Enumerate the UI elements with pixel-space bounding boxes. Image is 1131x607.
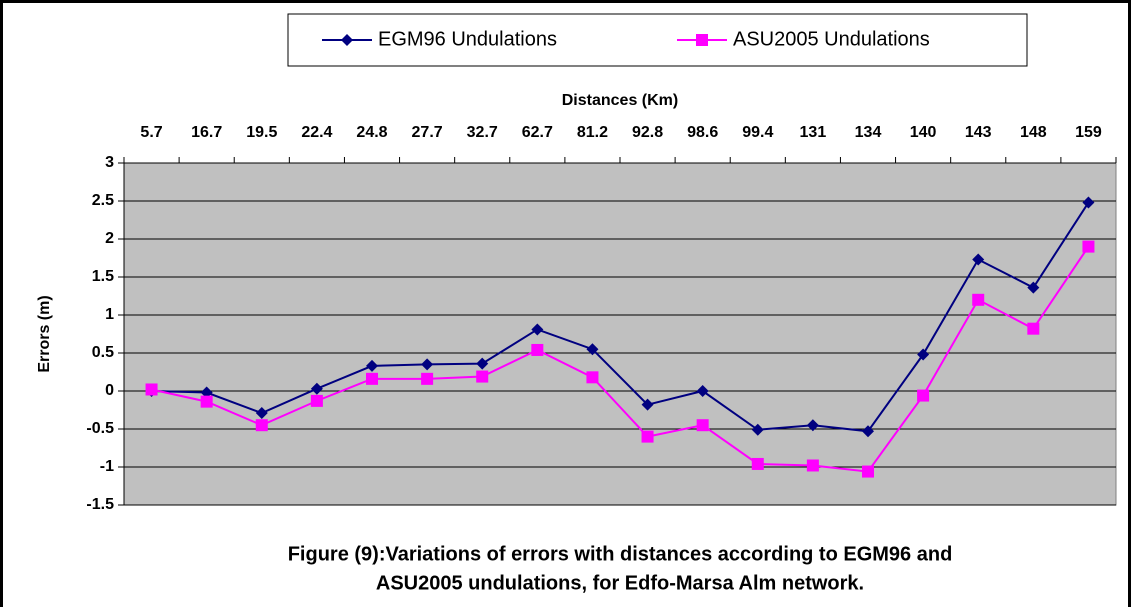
data-point xyxy=(366,359,378,372)
x-tick-label: 16.7 xyxy=(191,124,222,141)
data-point xyxy=(255,419,268,432)
data-point xyxy=(1027,322,1040,335)
data-point xyxy=(696,419,709,432)
data-point xyxy=(476,370,489,383)
x-tick-label: 32.7 xyxy=(467,124,498,141)
legend-box xyxy=(287,13,1028,67)
x-tick-label: 81.2 xyxy=(577,124,608,141)
data-point xyxy=(751,457,764,470)
y-tick-label: 1.5 xyxy=(92,268,114,285)
x-tick-label: 134 xyxy=(855,124,882,141)
data-point xyxy=(421,372,434,385)
data-point xyxy=(531,323,544,336)
data-point xyxy=(586,343,599,356)
data-point xyxy=(531,343,544,356)
y-axis-title: Errors (m) xyxy=(36,295,53,372)
data-point xyxy=(641,398,654,411)
data-point xyxy=(641,430,654,443)
data-point xyxy=(751,423,764,436)
data-point xyxy=(145,383,158,396)
x-tick-label: 22.4 xyxy=(301,124,332,141)
data-point xyxy=(972,253,985,266)
x-tick-label: 159 xyxy=(1075,124,1102,141)
x-tick-label: 99.4 xyxy=(742,124,773,141)
data-point xyxy=(972,293,985,306)
series-line xyxy=(151,246,1090,473)
legend-marker xyxy=(696,34,708,46)
data-point xyxy=(1082,196,1095,209)
x-tick-label: 148 xyxy=(1020,124,1047,141)
data-point xyxy=(310,382,323,395)
legend-marker xyxy=(341,34,353,46)
data-point xyxy=(1027,281,1040,294)
data-point xyxy=(255,407,268,420)
x-tick-label: 140 xyxy=(910,124,937,141)
data-point xyxy=(366,372,378,385)
data-point xyxy=(310,394,323,407)
data-point xyxy=(917,389,930,402)
data-point xyxy=(1082,240,1095,253)
caption-line: ASU2005 undulations, for Edfo-Marsa Alm … xyxy=(376,572,864,594)
data-point xyxy=(917,348,930,361)
data-point xyxy=(586,371,599,384)
y-tick-label: 2.5 xyxy=(92,192,114,209)
data-point xyxy=(862,465,874,478)
legend-label: ASU2005 Undulations xyxy=(733,28,930,50)
x-tick-label: 27.7 xyxy=(412,124,443,141)
x-tick-label: 24.8 xyxy=(356,124,387,141)
caption-line: Figure (9):Variations of errors with dis… xyxy=(288,543,953,565)
data-point xyxy=(476,357,489,370)
data-point xyxy=(200,395,213,408)
legend-label: EGM96 Undulations xyxy=(378,28,557,50)
x-tick-label: 62.7 xyxy=(522,124,553,141)
x-tick-label: 143 xyxy=(965,124,992,141)
series-line xyxy=(151,201,1090,433)
y-tick-label: 1 xyxy=(105,306,114,323)
data-point xyxy=(806,419,819,432)
x-tick-label: 5.7 xyxy=(140,124,162,141)
data-point xyxy=(862,425,874,438)
y-tick-label: 2 xyxy=(105,230,114,247)
y-tick-label: -0.5 xyxy=(86,420,114,437)
y-tick-label: -1 xyxy=(100,458,114,475)
data-point xyxy=(806,459,819,472)
x-tick-label: 98.6 xyxy=(687,124,718,141)
data-point xyxy=(421,358,434,371)
x-tick-label: 131 xyxy=(800,124,827,141)
data-point xyxy=(200,386,213,399)
y-tick-label: 0.5 xyxy=(92,344,114,361)
plot-area xyxy=(123,162,1117,506)
data-point xyxy=(696,385,709,397)
y-tick-label: 3 xyxy=(105,154,114,171)
y-tick-label: -1.5 xyxy=(86,496,114,513)
x-axis-title: Distances (Km) xyxy=(562,92,678,109)
x-tick-label: 92.8 xyxy=(632,124,663,141)
y-tick-label: 0 xyxy=(105,382,114,399)
x-tick-label: 19.5 xyxy=(246,124,277,141)
